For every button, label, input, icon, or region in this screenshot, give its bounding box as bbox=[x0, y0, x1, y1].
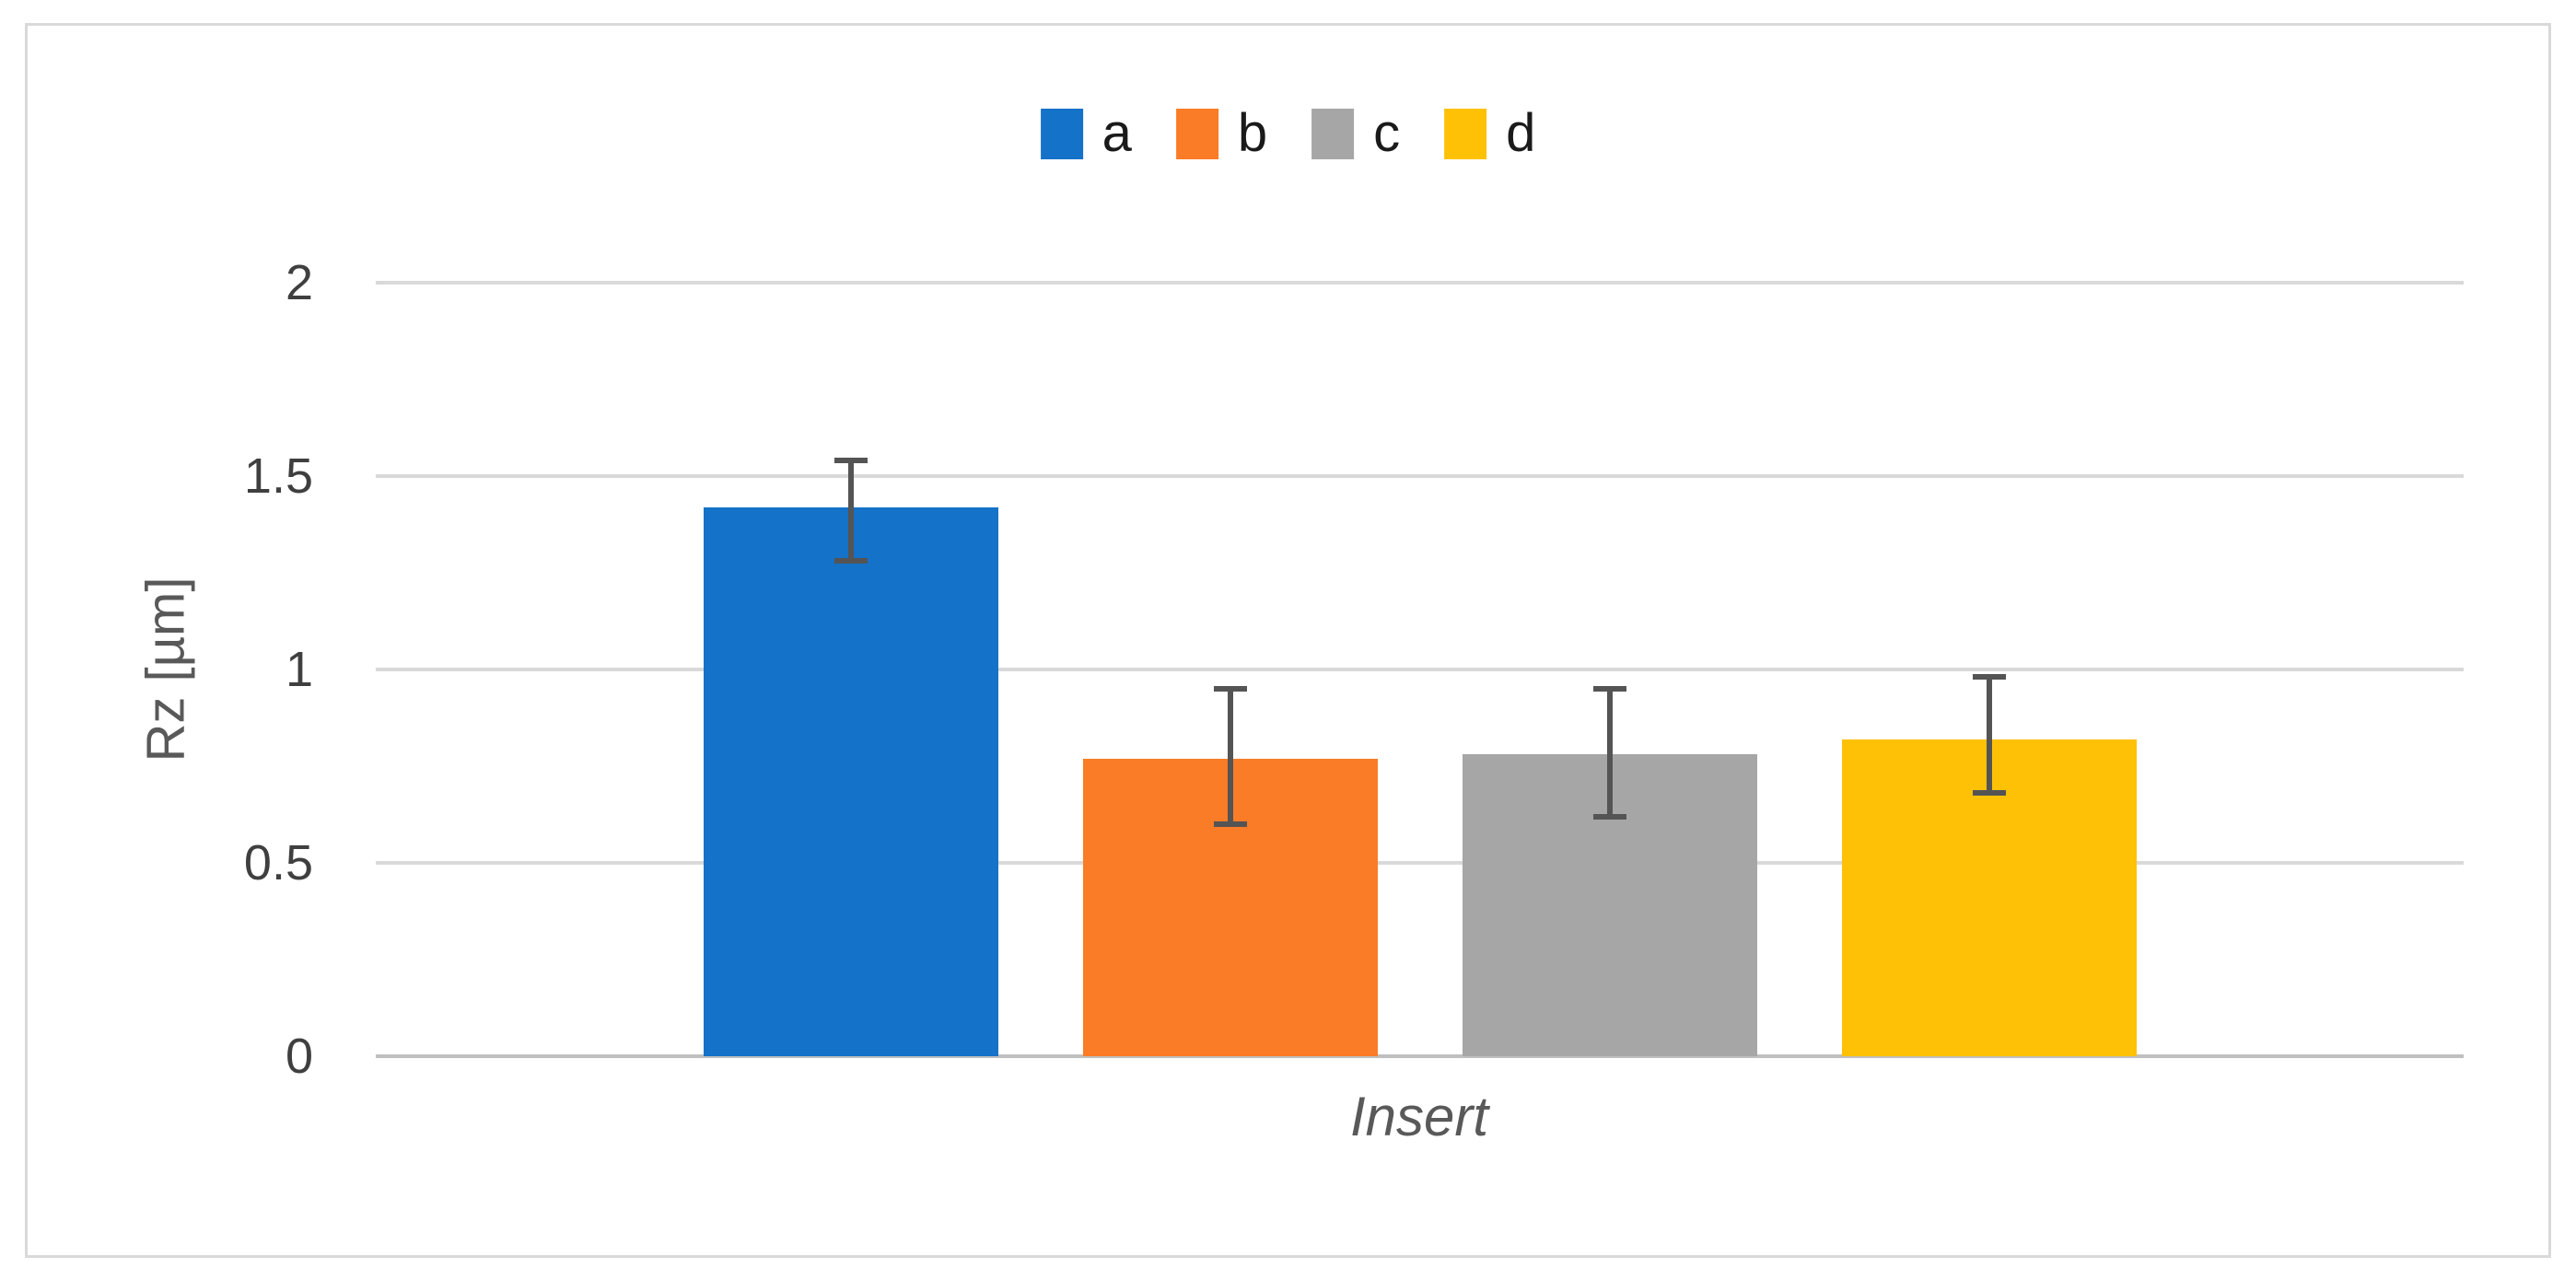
x-axis-title: Insert bbox=[1349, 1086, 1489, 1147]
legend-item-d: d bbox=[1444, 107, 1535, 160]
legend-item-c: c bbox=[1311, 107, 1400, 160]
gridline bbox=[376, 861, 2464, 865]
y-tick-label: 1 bbox=[285, 642, 313, 697]
error-bar-line-c bbox=[1606, 689, 1613, 817]
chart-border-frame bbox=[25, 23, 2551, 1258]
x-axis-line bbox=[376, 1054, 2464, 1058]
error-bar-line-a bbox=[847, 460, 854, 562]
error-bar-cap-top-d bbox=[1972, 674, 2006, 681]
gridline bbox=[376, 281, 2464, 285]
y-tick-label: 2 bbox=[285, 255, 313, 310]
error-bar-cap-bottom-a bbox=[833, 558, 868, 564]
y-tick-label: 1.5 bbox=[243, 448, 313, 504]
legend-swatch-a bbox=[1040, 108, 1083, 159]
gridline bbox=[376, 474, 2464, 478]
y-tick-label: 0.5 bbox=[243, 835, 313, 890]
legend-swatch-d bbox=[1444, 108, 1487, 159]
gridline bbox=[376, 668, 2464, 671]
error-bar-cap-top-b bbox=[1213, 686, 1247, 692]
error-bar-cap-top-a bbox=[833, 458, 868, 464]
legend-label-a: a bbox=[1102, 103, 1132, 163]
y-tick-label: 0 bbox=[285, 1029, 313, 1084]
legend-item-a: a bbox=[1040, 103, 1132, 163]
error-bar-cap-bottom-b bbox=[1213, 821, 1247, 827]
bar-a bbox=[703, 506, 998, 1056]
legend-label-d: d bbox=[1506, 103, 1536, 163]
legend-item-b: b bbox=[1175, 103, 1268, 163]
legend-swatch-c bbox=[1311, 108, 1355, 159]
legend-label-b: b bbox=[1237, 103, 1268, 163]
error-bar-line-b bbox=[1227, 689, 1233, 824]
legend-label-c: c bbox=[1373, 103, 1401, 163]
error-bar-line-d bbox=[1986, 677, 1992, 794]
error-bar-cap-bottom-d bbox=[1972, 790, 2006, 797]
error-bar-cap-top-c bbox=[1592, 686, 1626, 692]
legend-swatch-b bbox=[1175, 108, 1218, 159]
error-bar-cap-bottom-c bbox=[1592, 813, 1626, 820]
